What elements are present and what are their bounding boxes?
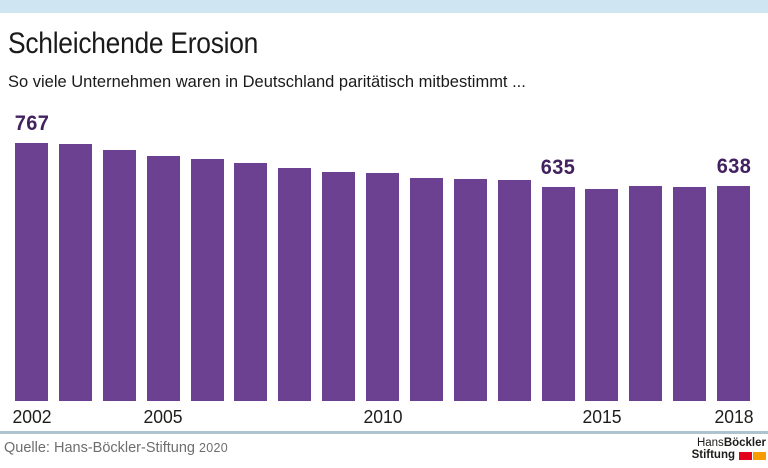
x-axis-label: 2005 <box>143 406 183 427</box>
bar <box>497 180 531 401</box>
bar <box>190 159 224 401</box>
bar <box>717 186 751 401</box>
x-axis-label: 2015 <box>582 406 622 427</box>
hbs-logo: Hans Böckler Stiftung <box>692 438 766 462</box>
bar <box>278 167 312 401</box>
logo-text-boeckler: Böckler <box>723 437 766 450</box>
logo-mark-red-icon <box>739 452 752 460</box>
bar <box>146 156 180 401</box>
bar <box>58 143 92 401</box>
logo-line-2: Stiftung <box>692 450 766 462</box>
bar <box>322 172 356 401</box>
source-label: Quelle: Hans-Böckler-Stiftung <box>4 440 195 456</box>
bar <box>629 186 663 401</box>
bar <box>409 178 443 401</box>
value-label: 635 <box>540 156 576 180</box>
logo-text-hans: Hans <box>696 437 724 450</box>
bar <box>585 189 619 401</box>
bar <box>453 179 487 401</box>
logo-line-1: Hans Böckler <box>692 438 766 450</box>
bar <box>541 187 575 401</box>
separator-line <box>0 431 768 434</box>
value-label: 638 <box>716 155 751 179</box>
page-title: Schleichende Erosion <box>8 27 259 60</box>
logo-mark-orange-icon <box>753 452 766 460</box>
bar <box>102 150 136 401</box>
bar <box>673 187 707 401</box>
x-axis-label: 2018 <box>714 406 754 427</box>
bar <box>366 172 400 401</box>
logo-text-stiftung: Stiftung <box>691 449 735 462</box>
logo-mark <box>739 452 766 460</box>
source-year: 2020 <box>199 441 229 455</box>
top-accent-bar <box>0 0 768 13</box>
chart-subtitle: So viele Unternehmen waren in Deutschlan… <box>8 72 526 91</box>
x-axis-label: 2002 <box>11 406 52 427</box>
bar-chart: 767 2002 2005 2010 635 2015 638 2018 <box>0 100 768 427</box>
x-axis-label: 2010 <box>362 406 403 427</box>
source-note: Quelle: Hans-Böckler-Stiftung 2020 <box>4 440 228 456</box>
bar <box>234 162 268 401</box>
bar <box>15 143 48 401</box>
value-label: 767 <box>14 112 49 135</box>
